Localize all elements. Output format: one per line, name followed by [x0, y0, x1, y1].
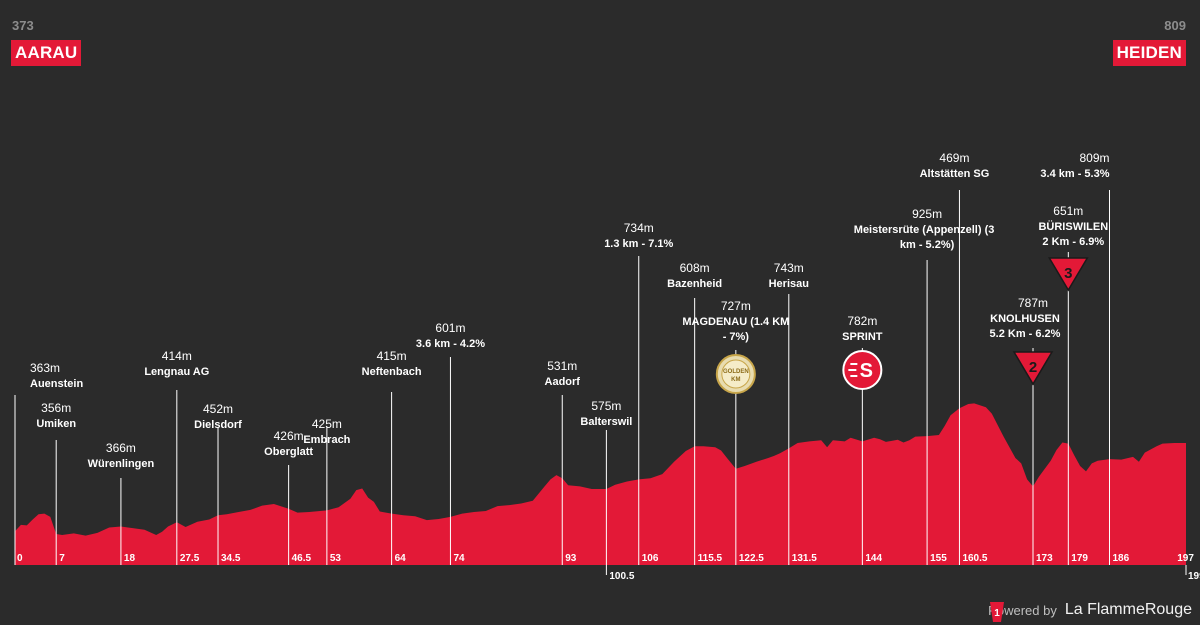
km-tick-label: 197 — [1177, 553, 1194, 564]
km-tick-label: 115.5 — [698, 553, 723, 564]
km-tick-label: 106 — [642, 553, 659, 564]
waypoint-altitude: 782m — [847, 314, 877, 328]
km-tick-label: 0 — [17, 553, 23, 564]
km-tick-label: 93 — [565, 553, 577, 564]
golden-km-badge-text: KM — [731, 377, 740, 383]
waypoint-name: SPRINT — [842, 331, 883, 343]
start-city-badge: AARAU — [11, 40, 82, 66]
km-tick-label: 18 — [124, 553, 136, 564]
waypoint-name: km - 5.2%) — [900, 239, 955, 251]
km-tick-label: 173 — [1036, 553, 1053, 564]
waypoint-altitude: 469m — [939, 151, 969, 165]
waypoint-name: 3.6 km - 4.2% — [416, 338, 485, 350]
waypoint-name: Würenlingen — [88, 458, 155, 470]
waypoint-altitude: 651m — [1053, 204, 1083, 218]
waypoint-altitude: 415m — [377, 349, 407, 363]
km-tick-label: 144 — [865, 553, 882, 564]
km-tick-label: 46.5 — [292, 553, 312, 564]
km-tick-label: 53 — [330, 553, 342, 564]
footer: Powered by 1 La FlammeRouge — [988, 601, 1192, 622]
waypoint-altitude: 727m — [721, 299, 751, 313]
waypoint-altitude: 601m — [435, 321, 465, 335]
waypoint-name: Auenstein — [30, 378, 83, 390]
golden-km-badge-inner — [721, 359, 751, 389]
end-altitude: 809 — [1164, 18, 1186, 33]
waypoint-altitude: 363m — [30, 361, 60, 375]
waypoint-name: Meistersrüte (Appenzell) (3 — [854, 224, 995, 236]
end-city-badge: HEIDEN — [1112, 40, 1186, 66]
waypoint-altitude: 575m — [591, 399, 621, 413]
km-tick-label: 7 — [59, 553, 65, 564]
waypoint-altitude: 366m — [106, 441, 136, 455]
km-tick-label: 74 — [453, 553, 465, 564]
logo-digit: 1 — [994, 608, 1000, 619]
waypoint-name: MAGDENAU (1.4 KM — [682, 316, 789, 328]
waypoint-name: Oberglatt — [264, 446, 313, 458]
waypoint-name: BÜRISWILEN — [1038, 220, 1108, 233]
waypoint-altitude: 425m — [312, 417, 342, 431]
start-altitude: 373 — [12, 18, 34, 33]
waypoint-name: Balterswil — [580, 416, 632, 428]
waypoint-name: Herisau — [769, 278, 809, 290]
waypoint-name: Dielsdorf — [194, 419, 242, 431]
waypoint-name: 5.2 Km - 6.2% — [990, 328, 1061, 340]
kom-category-number: 2 — [1029, 359, 1037, 376]
km-tick-label: 27.5 — [180, 553, 200, 564]
powered-by-text: Powered by — [988, 602, 1057, 618]
profile-area — [15, 403, 1186, 565]
waypoint-name: Embrach — [303, 434, 350, 446]
waypoint-altitude: 531m — [547, 359, 577, 373]
km-tick-label: 179 — [1071, 553, 1088, 564]
waypoint-name: 3.4 km - 5.3% — [1040, 168, 1109, 180]
km-tick-label: 100.5 — [609, 571, 634, 582]
km-tick-label: 155 — [930, 553, 947, 564]
km-tick-label: 186 — [1113, 553, 1130, 564]
km-tick-label: 131.5 — [792, 553, 817, 564]
waypoint-altitude: 809m — [1079, 151, 1109, 165]
waypoint-altitude: 608m — [680, 261, 710, 275]
waypoint-name: 2 Km - 6.9% — [1042, 236, 1104, 248]
waypoint-name: Lengnau AG — [144, 366, 209, 378]
km-tick-label: 160.5 — [962, 553, 987, 564]
waypoint-altitude: 356m — [41, 401, 71, 415]
waypoint-altitude: 452m — [203, 402, 233, 416]
waypoint-name: Umiken — [36, 418, 76, 430]
waypoint-name: Neftenbach — [362, 366, 422, 378]
waypoint-altitude: 734m — [624, 221, 654, 235]
waypoint-name: - 7%) — [723, 331, 750, 343]
waypoint-name: 1.3 km - 7.1% — [604, 238, 673, 250]
sprint-badge-letter: S — [860, 360, 873, 382]
kom-category-number: 3 — [1064, 265, 1072, 282]
waypoint-altitude: 787m — [1018, 296, 1048, 310]
km-tick-label: 64 — [395, 553, 407, 564]
golden-km-badge-text: GOLDEN — [723, 369, 749, 375]
waypoint-name: KNOLHUSEN — [990, 313, 1060, 325]
sprint-badge-icon — [842, 350, 883, 390]
brand-name: La FlammeRouge — [1064, 601, 1192, 618]
waypoint-name: Aadorf — [545, 376, 581, 388]
km-tick-label: 34.5 — [221, 553, 241, 564]
waypoint-altitude: 426m — [274, 429, 304, 443]
kom-category-triangle-icon — [1047, 257, 1089, 292]
waypoint-name: Bazenheid — [667, 278, 722, 290]
waypoint-altitude: 925m — [912, 207, 942, 221]
waypoint-name: Altstätten SG — [920, 168, 990, 180]
kom-category-triangle-icon — [1012, 351, 1054, 386]
waypoint-altitude: 414m — [162, 349, 192, 363]
km-tick-label: 199 — [1188, 571, 1200, 582]
waypoint-altitude: 743m — [774, 261, 804, 275]
km-tick-label: 122.5 — [739, 553, 764, 564]
flamme-rouge-logo-icon: 1 — [990, 602, 1005, 622]
